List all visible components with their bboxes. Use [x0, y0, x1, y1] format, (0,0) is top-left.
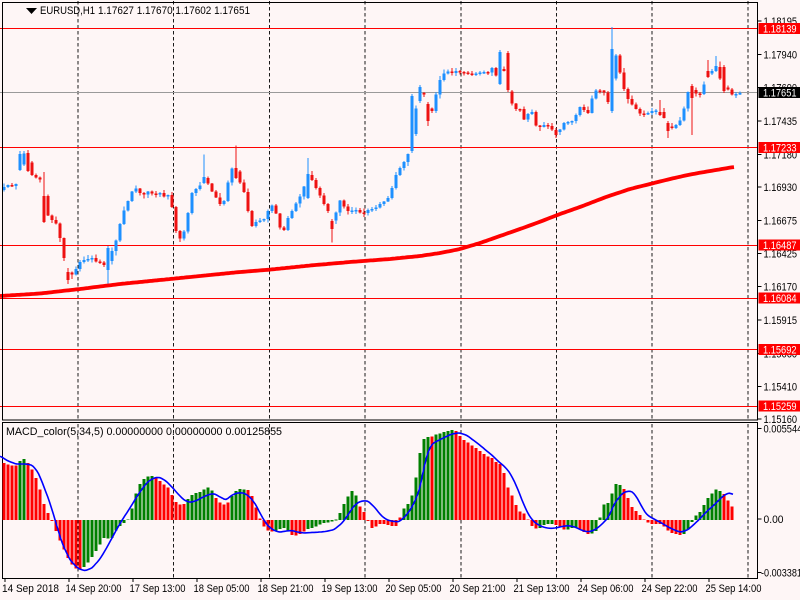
svg-text:0.0055446: 0.0055446: [764, 424, 800, 436]
svg-text:14 Sep 20:00: 14 Sep 20:00: [66, 583, 122, 595]
svg-text:1.16084: 1.16084: [763, 293, 797, 305]
svg-text:21 Sep 13:00: 21 Sep 13:00: [514, 583, 570, 595]
svg-text:-0.0033818: -0.0033818: [761, 567, 800, 579]
svg-text:17 Sep 13:00: 17 Sep 13:00: [130, 583, 186, 595]
svg-text:1.15259: 1.15259: [763, 401, 797, 413]
svg-text:1.15915: 1.15915: [764, 315, 798, 327]
svg-text:18 Sep 05:00: 18 Sep 05:00: [194, 583, 250, 595]
svg-text:24 Sep 22:00: 24 Sep 22:00: [642, 583, 698, 595]
svg-text:EURUSD,H1: EURUSD,H1: [40, 5, 95, 17]
svg-text:1.17233: 1.17233: [763, 142, 797, 154]
svg-text:20 Sep 21:00: 20 Sep 21:00: [450, 583, 506, 595]
svg-text:18 Sep 21:00: 18 Sep 21:00: [258, 583, 314, 595]
svg-text:24 Sep 06:00: 24 Sep 06:00: [578, 583, 634, 595]
svg-text:1.15160: 1.15160: [764, 414, 798, 426]
svg-text:1.17651: 1.17651: [763, 88, 797, 100]
svg-text:1.15410: 1.15410: [764, 381, 798, 393]
svg-text:25 Sep 14:00: 25 Sep 14:00: [706, 583, 762, 595]
svg-text:0.00: 0.00: [764, 514, 784, 526]
svg-text:1.16425: 1.16425: [764, 248, 798, 260]
svg-text:1.16675: 1.16675: [764, 216, 798, 228]
svg-text:1.17627 1.17670 1.17602 1.1765: 1.17627 1.17670 1.17602 1.17651: [98, 5, 250, 17]
svg-text:1.15692: 1.15692: [763, 344, 797, 356]
svg-text:1.16170: 1.16170: [764, 282, 798, 294]
svg-text:1.16930: 1.16930: [764, 182, 798, 194]
svg-text:1.17940: 1.17940: [764, 50, 798, 62]
svg-text:19 Sep 13:00: 19 Sep 13:00: [322, 583, 378, 595]
svg-text:MACD_color(5,34,5) 0.00000000: MACD_color(5,34,5) 0.00000000 0.00000000…: [6, 426, 282, 438]
svg-text:1.17435: 1.17435: [764, 116, 798, 128]
svg-text:1.18139: 1.18139: [763, 24, 797, 36]
svg-text:1.16487: 1.16487: [763, 240, 797, 252]
svg-text:20 Sep 05:00: 20 Sep 05:00: [386, 583, 442, 595]
svg-text:14 Sep 2018: 14 Sep 2018: [2, 583, 59, 595]
